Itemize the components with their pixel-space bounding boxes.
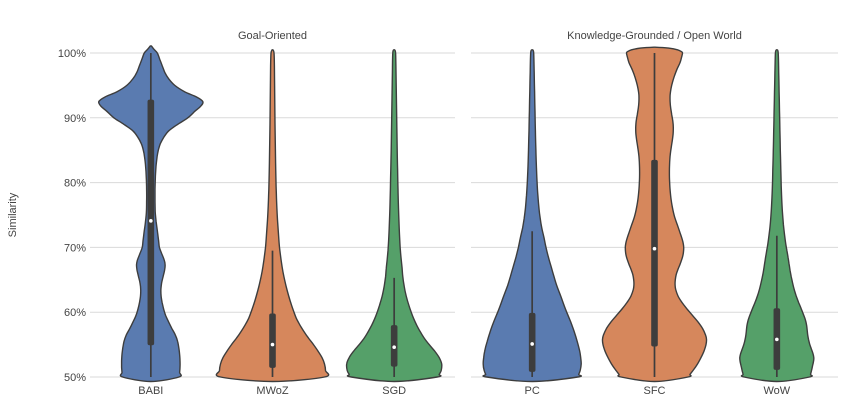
violin-SGD [345, 49, 443, 383]
violin-WoW [739, 49, 815, 383]
median-dot-SGD [392, 345, 396, 349]
iqr-box-MWoZ [269, 313, 276, 368]
panel-title: Goal-Oriented [238, 30, 307, 42]
median-dot-SFC [652, 246, 657, 251]
y-tick-label-50: 50% [64, 372, 86, 384]
y-tick-label-90: 90% [64, 113, 86, 125]
median-dot-MWoZ [270, 342, 275, 347]
y-tick-label-60: 60% [64, 307, 86, 319]
x-tick-label-PC: PC [525, 385, 540, 397]
y-tick-label-80: 80% [64, 178, 86, 190]
iqr-box-SFC [651, 159, 658, 347]
x-tick-label-WoW: WoW [763, 385, 790, 397]
panel-title: Knowledge-Grounded / Open World [567, 30, 742, 42]
median-dot-BABI [149, 219, 153, 223]
violin-MWoZ [215, 49, 330, 383]
median-dot-PC [530, 342, 534, 346]
y-tick-label-70: 70% [64, 242, 86, 254]
median-dot-WoW [775, 337, 779, 342]
x-tick-label-BABI: BABI [138, 385, 163, 397]
x-tick-label-MWoZ: MWoZ [256, 385, 288, 397]
violin-PC [482, 49, 582, 383]
y-tick-label-100: 100% [58, 48, 86, 60]
x-tick-label-SFC: SFC [644, 385, 666, 397]
x-tick-label-SGD: SGD [382, 385, 406, 397]
y-axis-title: Similarity [7, 192, 19, 237]
